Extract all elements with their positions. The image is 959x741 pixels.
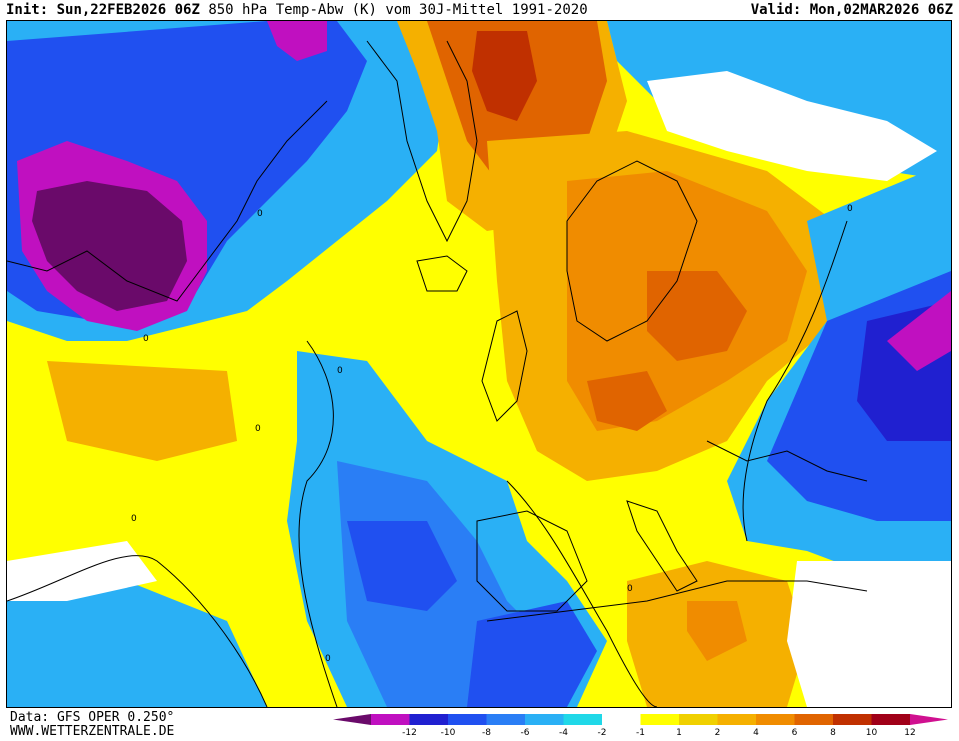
legend-swatch <box>756 714 795 725</box>
contour-label: 0 <box>257 209 263 219</box>
valid-label: Valid: <box>750 2 802 18</box>
map-footer: Data: GFS OPER 0.250° WWW.WETTERZENTRALE… <box>0 708 959 741</box>
website-label: WWW.WETTERZENTRALE.DE <box>10 724 175 739</box>
legend-arrow-right <box>910 714 948 725</box>
map-header: Init: Sun,22FEB2026 06Z 850 hPa Temp-Abw… <box>0 0 959 20</box>
coastline-canada <box>7 100 328 302</box>
legend-arrow-left <box>333 714 371 725</box>
zero-contour-line <box>298 340 338 707</box>
anomaly-region-southwest-cool <box>7 581 267 707</box>
map-canvas: 0 0 0 0 0 0 0 0 <box>7 21 951 707</box>
anomaly-region-siberia-neutral <box>647 71 937 181</box>
coastlines <box>7 40 868 622</box>
anomaly-region-iberia-cold <box>467 601 597 707</box>
contour-label: 0 <box>131 514 137 524</box>
anomaly-region-africa-hot <box>687 601 747 661</box>
legend-swatch <box>871 714 911 725</box>
coastline-greenland <box>366 40 478 243</box>
coastline-iberia <box>476 510 588 612</box>
coastline-italy <box>626 500 698 592</box>
zero-contour-line <box>7 555 268 707</box>
anomaly-region-mid-atlantic-warm <box>47 361 237 461</box>
map-title: 850 hPa Temp-Abw (K) vom 30J-Mittel 1991… <box>208 2 588 18</box>
legend-swatch <box>602 714 641 725</box>
contour-label: 0 <box>627 584 633 594</box>
legend-swatch <box>717 714 757 725</box>
legend-swatch <box>794 714 834 725</box>
legend-tick-label: -6 <box>521 728 530 738</box>
legend-tick-label: -12 <box>402 728 417 738</box>
data-source-label: Data: GFS OPER 0.250° <box>10 710 175 725</box>
legend-tick-label: 8 <box>830 728 836 738</box>
legend-tick-label: 4 <box>753 728 759 738</box>
legend-tick-label: -10 <box>441 728 456 738</box>
anomaly-region-arctic-very-cold <box>267 21 327 61</box>
legend-swatch <box>563 714 603 725</box>
legend-ticks: -12 -10 -8 -6 -4 -2 -1 1 2 4 6 8 10 12 <box>402 728 916 738</box>
valid-datetime: Mon,02MAR2026 06Z <box>809 2 953 18</box>
anomaly-region-germany-peak <box>587 371 667 431</box>
anomaly-region-hudson-extreme-cold <box>32 181 187 311</box>
legend-swatch <box>448 714 487 725</box>
anomaly-region-mideast-neutral <box>787 561 951 707</box>
init-label: Init: <box>6 2 49 18</box>
coastline-iceland <box>416 255 468 292</box>
legend-swatch <box>640 714 680 725</box>
coastline-north-africa <box>486 580 868 622</box>
contour-label: 0 <box>325 654 331 664</box>
contour-label: 0 <box>847 204 853 214</box>
coastline-britain <box>481 310 528 422</box>
anomaly-region-atlantic-colder <box>347 521 457 611</box>
legend-swatch <box>833 714 872 725</box>
legend-swatch <box>486 714 526 725</box>
legend-swatch <box>525 714 564 725</box>
legend-tick-label: 6 <box>792 728 798 738</box>
legend-tick-label: -8 <box>482 728 491 738</box>
contour-label: 0 <box>337 366 343 376</box>
legend-tick-label: 2 <box>715 728 721 738</box>
legend-bar <box>333 714 948 725</box>
legend-tick-label: -2 <box>598 728 607 738</box>
header-right: Valid: Mon,02MAR2026 06Z <box>751 0 953 20</box>
anomaly-region-europe-peak <box>647 271 747 361</box>
color-legend: -12 -10 -8 -6 -4 -2 -1 1 2 4 6 8 10 12 <box>333 714 948 738</box>
legend-swatch <box>679 714 718 725</box>
coastline-scandinavia <box>566 160 698 342</box>
legend-tick-label: 1 <box>676 728 682 738</box>
legend-swatch <box>409 714 449 725</box>
anomaly-region-greenland-peak <box>472 31 537 121</box>
header-left: Init: Sun,22FEB2026 06Z 850 hPa Temp-Abw… <box>6 0 588 20</box>
contour-label: 0 <box>255 424 261 434</box>
anomaly-map: 0 0 0 0 0 0 0 0 <box>6 20 952 708</box>
zero-contour-line <box>742 220 848 542</box>
legend-swatch <box>371 714 410 725</box>
contour-label: 0 <box>143 334 149 344</box>
anomaly-region-east-very-cold <box>887 291 951 371</box>
footer-credits: Data: GFS OPER 0.250° WWW.WETTERZENTRALE… <box>10 711 174 739</box>
legend-tick-label: 12 <box>904 728 915 738</box>
init-datetime: Sun,22FEB2026 06Z <box>56 2 200 18</box>
coastline-eastern-europe <box>706 440 868 482</box>
legend-tick-label: -1 <box>636 728 645 738</box>
zero-labels: 0 0 0 0 0 0 0 0 <box>131 204 853 664</box>
legend-tick-label: 10 <box>866 728 878 738</box>
legend-tick-label: -4 <box>559 728 568 738</box>
